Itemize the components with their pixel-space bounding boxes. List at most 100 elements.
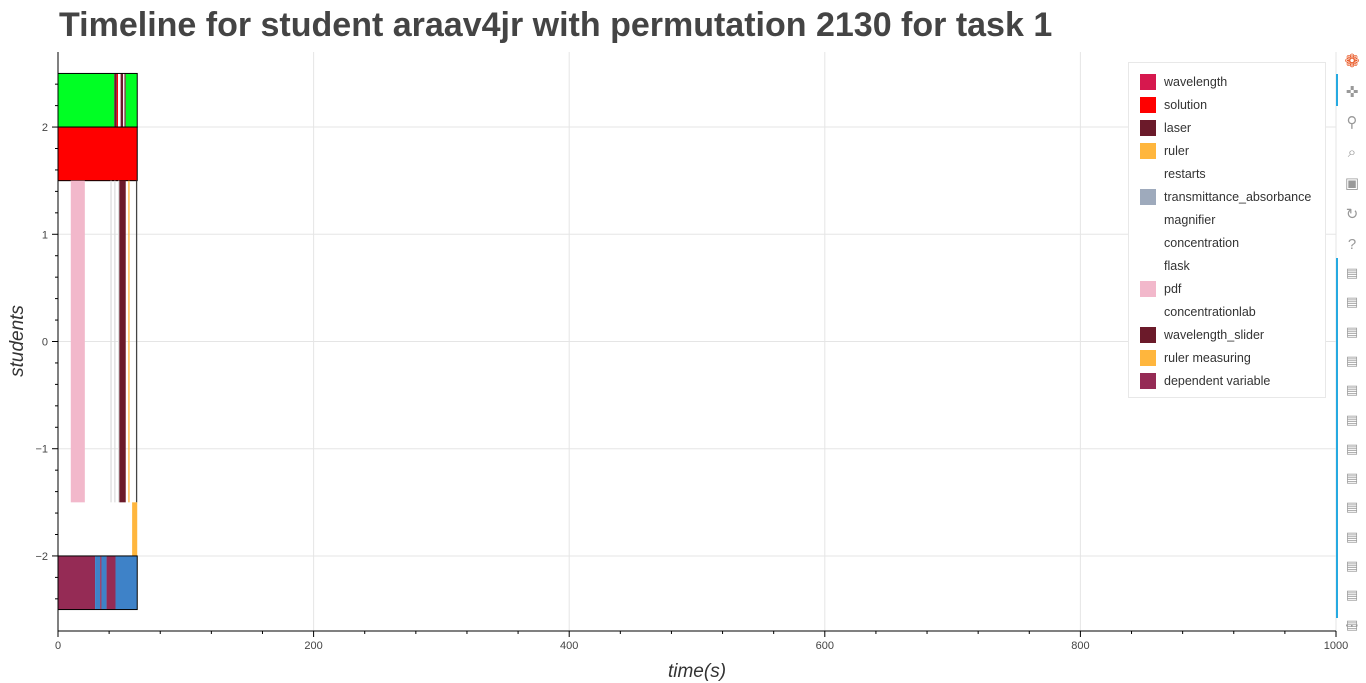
timeline-segment [118,180,120,503]
help-tool-icon[interactable]: ? [1347,235,1357,253]
hover-tool-icon[interactable]: ▤ [1345,294,1359,310]
legend-item: concentration [1140,234,1239,252]
x-tick-label: 1000 [1324,640,1348,652]
legend-label: wavelength [1164,75,1228,89]
legend-item: pdf [1140,280,1181,298]
legend-label: flask [1164,259,1190,273]
hover-tool-icon[interactable]: ▤ [1345,265,1359,280]
pan-tool-icon[interactable]: ✜ [1345,83,1359,101]
timeline-segment [135,180,138,503]
reset-tool-icon[interactable]: ↻ [1345,205,1359,223]
legend-item: dependent variable [1140,372,1270,390]
hover-tool-icon[interactable]: ▤ [1345,382,1359,398]
legend-swatch [1140,97,1156,113]
timeline-segment [132,502,138,556]
timeline-segment [58,555,96,610]
hover-tool-icon[interactable]: ▤ [1345,470,1359,486]
hover-tool-icon[interactable]: ▤ [1345,323,1359,339]
timeline-segment [128,180,130,503]
legend-swatch [1140,212,1156,228]
y-tick-label: −1 [35,444,48,456]
legend-item: transmittance_absorbance [1140,188,1311,206]
save-tool-icon[interactable]: ▣ [1344,175,1360,192]
hover-tool-icon[interactable]: ▤ [1345,616,1359,632]
y-axis-label: students [7,305,28,377]
x-tick-label: 600 [816,640,834,652]
legend-swatch [1140,327,1156,343]
legend-item: wavelength_slider [1140,326,1264,344]
axes: 0 200 400 600 800 1000 2 1 0 −1 −2 [35,52,1348,652]
legend-label: restarts [1164,167,1206,181]
hover-tool-icon[interactable]: ▤ [1345,558,1359,573]
legend-swatch [1140,143,1156,159]
legend-label: pdf [1164,282,1182,296]
hover-tool-icon[interactable]: ▤ [1345,528,1359,544]
timeline-segment [118,73,121,128]
timeline-segment [123,73,125,128]
timeline-segment [119,180,126,503]
legend-item: ruler measuring [1140,349,1251,367]
timeline-segment [114,180,116,503]
timeline-segment [58,73,115,128]
bokeh-logo-icon[interactable]: ❁ [1344,50,1360,71]
timeline-segment [116,73,119,128]
x-tick-label: 0 [55,640,61,652]
legend-label: transmittance_absorbance [1164,190,1312,204]
y-tick-label: 1 [42,229,48,241]
y-tick-label: −2 [35,551,48,563]
legend-swatch [1140,281,1156,297]
timeline-segment [114,73,117,128]
timeline-segment [124,73,126,128]
legend-label: dependent variable [1164,374,1271,388]
grid-lines [58,52,1337,631]
x-tick-label: 200 [304,640,322,652]
y-tick-label: 0 [42,337,48,349]
box-zoom-tool-icon[interactable]: ⚲ [1346,114,1358,131]
legend-label: concentrationlab [1164,305,1256,319]
legend-item: flask [1140,257,1190,275]
legend-swatch [1140,166,1156,182]
chart-title: Timeline for student araav4jr with permu… [59,6,1053,44]
legend-swatch [1140,350,1156,366]
legend-swatch [1140,120,1156,136]
toolbar-active-indicator-hover [1336,258,1338,618]
legend-item: restarts [1140,165,1206,183]
legend-item: concentrationlab [1140,303,1256,321]
timeline-segment [101,555,107,610]
toolbar-more-icon[interactable]: ⋯ [1344,617,1360,634]
legend-item: ruler [1140,142,1189,160]
timeline-segment [95,555,101,610]
legend-label: magnifier [1164,213,1216,227]
toolbar-active-indicator [1336,74,1338,106]
legend-label: ruler measuring [1164,351,1251,365]
chart-toolbar: ❁ ✜ ⚲ ⌕ ▣ ↻? ▤ ▤ ▤ ▤ ▤ ▤ ▤ ▤ ▤ ▤ ▤ ▤ ▤ ⋯ [1336,46,1366,683]
legend-label: wavelength_slider [1164,328,1265,342]
legend-item: wavelength [1140,73,1227,91]
timeline-segment [125,73,138,128]
timeline-segment [120,73,124,128]
y-tick-label: 2 [42,122,48,134]
hover-tool-icon[interactable]: ▤ [1345,352,1359,368]
x-tick-label: 400 [560,640,578,652]
chart-legend: wavelength solution laser ruler restarts tran… [1128,62,1326,398]
legend-item: laser [1140,119,1191,137]
timeline-segment [106,555,116,610]
timeline-segment [70,180,85,503]
timeline-segment [100,555,102,610]
legend-swatch [1140,189,1156,205]
legend-label: concentration [1164,236,1240,250]
legend-swatch [1140,258,1156,274]
hover-tool-icon[interactable]: ▤ [1345,411,1359,427]
hover-tool-icon[interactable]: ▤ [1345,440,1359,456]
hover-tool-icon[interactable]: ▤ [1345,499,1359,515]
legend-item: solution [1140,96,1207,114]
wheel-zoom-tool-icon[interactable]: ⌕ [1347,144,1357,161]
legend-label: laser [1164,121,1192,135]
legend-item: magnifier [1140,211,1215,229]
timeline-segment [110,180,112,503]
timeline-segment [115,555,138,610]
x-axis-label: time(s) [668,661,726,682]
hover-tool-icon[interactable]: ▤ [1345,587,1359,603]
timeline-segment [58,127,138,181]
